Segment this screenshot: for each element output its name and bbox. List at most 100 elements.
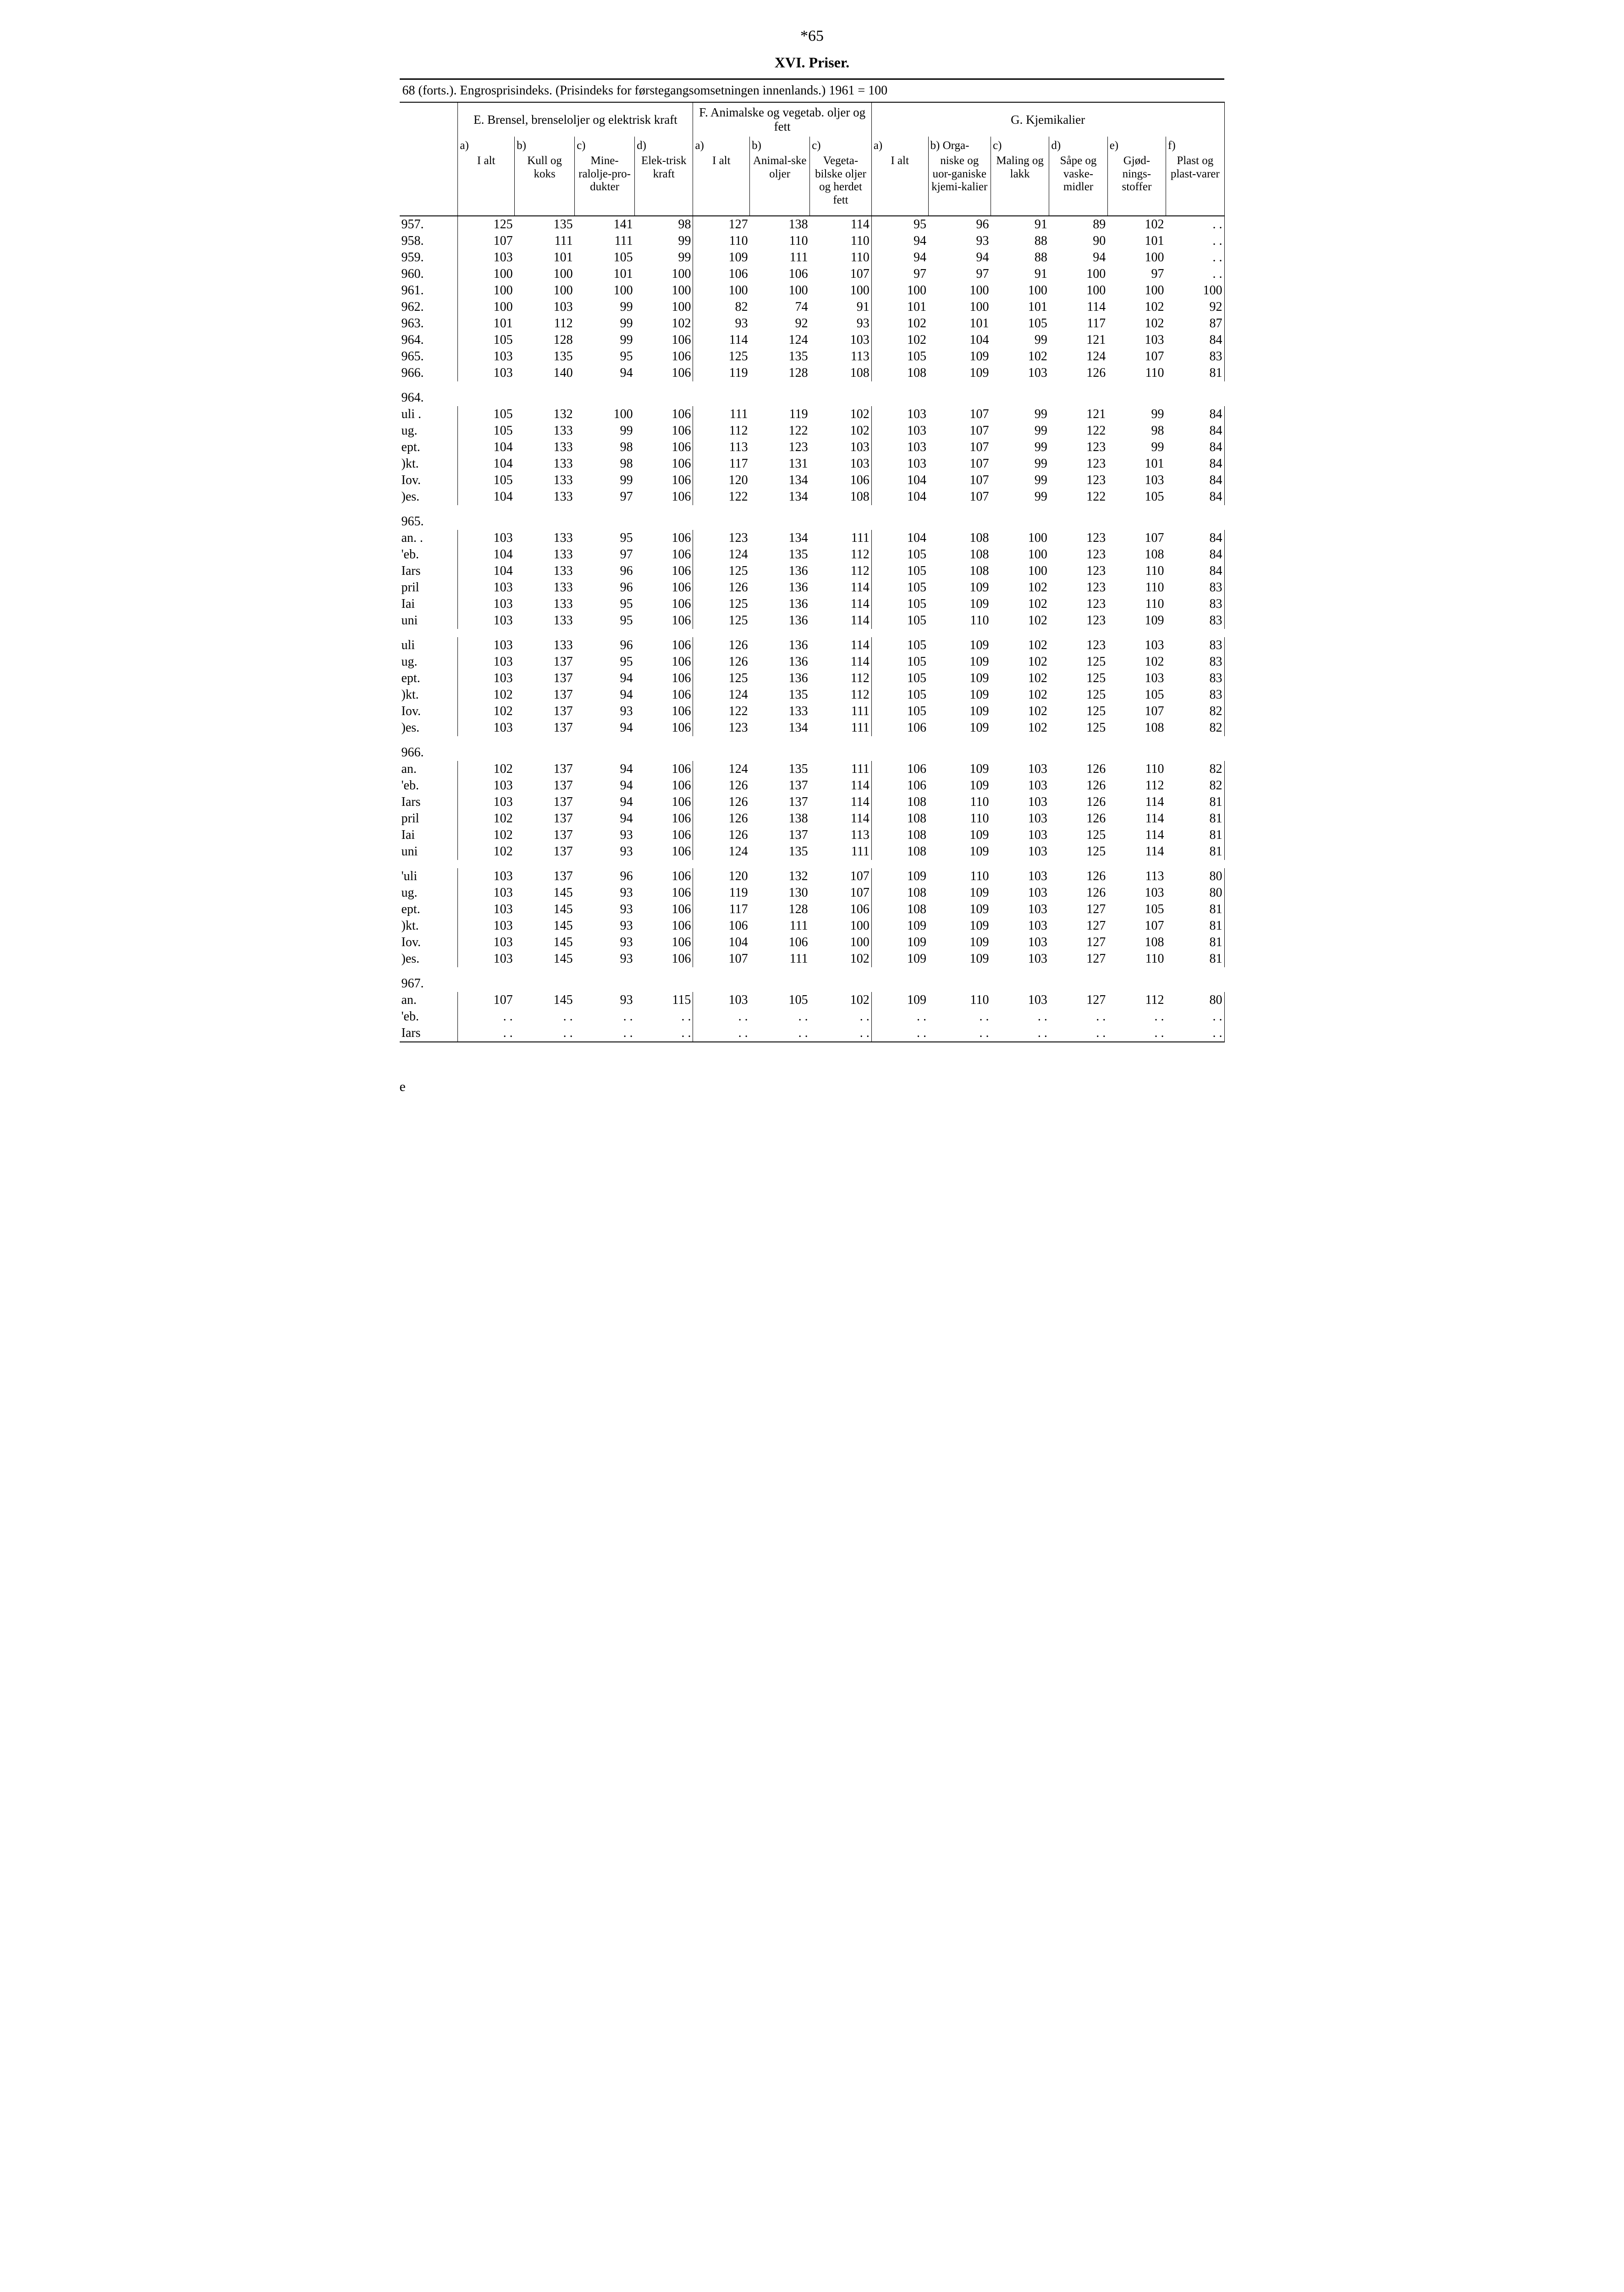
data-cell: 84 [1166,472,1224,489]
data-cell: 103 [458,348,515,365]
data-cell: 106 [635,365,693,381]
data-cell: 111 [810,720,872,736]
data-cell: 114 [810,596,872,612]
cell-blank [750,967,810,992]
data-cell: 109 [928,951,991,967]
data-cell: 105 [1107,687,1166,703]
data-cell: 103 [991,794,1049,810]
data-cell: 82 [693,299,750,315]
row-label: )kt. [400,456,458,472]
data-cell: 94 [575,794,635,810]
data-cell: 105 [871,637,928,654]
data-cell: 107 [458,992,515,1008]
data-cell: 103 [458,596,515,612]
cell-blank [991,505,1049,530]
data-cell: 114 [1049,299,1107,315]
data-cell: 98 [635,216,693,233]
row-label: 957. [400,216,458,233]
data-cell: . . [810,1025,872,1042]
data-cell: 112 [810,687,872,703]
data-cell: 103 [458,579,515,596]
data-cell: 102 [1107,299,1166,315]
row-label: 'eb. [400,777,458,794]
data-cell: 100 [635,266,693,282]
data-cell: 107 [458,233,515,249]
data-cell: 106 [635,720,693,736]
data-cell: 99 [575,423,635,439]
data-cell: 123 [1049,563,1107,579]
row-label: uli [400,637,458,654]
data-cell: 110 [1107,951,1166,967]
data-cell: 95 [575,530,635,546]
data-cell: 100 [1049,266,1107,282]
data-cell: 95 [575,596,635,612]
data-cell: 100 [810,934,872,951]
data-cell: 109 [871,868,928,885]
column-header-1: b)Kull og koks [515,137,575,216]
data-cell: 100 [1166,282,1224,299]
data-cell: 133 [515,489,575,505]
data-cell: 145 [515,951,575,967]
data-cell: 112 [515,315,575,332]
data-cell: 125 [1049,687,1107,703]
data-cell: 84 [1166,332,1224,348]
row-label: )es. [400,720,458,736]
data-cell: 103 [991,951,1049,967]
data-cell: 125 [1049,654,1107,670]
data-cell: 119 [750,406,810,423]
data-cell: 108 [810,365,872,381]
data-cell: 92 [1166,299,1224,315]
price-index-table: 68 (forts.). Engrosprisindeks. (Prisinde… [400,78,1225,1042]
data-cell: 119 [693,885,750,901]
data-cell: 137 [515,654,575,670]
data-cell: 133 [515,579,575,596]
data-cell: 113 [810,827,872,843]
data-cell: 109 [871,992,928,1008]
data-cell: . . [635,1008,693,1025]
row-label: an. . [400,530,458,546]
data-cell: 104 [871,489,928,505]
data-cell: 102 [458,827,515,843]
data-cell: 103 [1107,670,1166,687]
data-cell: . . [693,1008,750,1025]
data-cell: 97 [575,489,635,505]
cell-blank [1049,736,1107,761]
data-cell: 111 [750,249,810,266]
data-cell: 84 [1166,456,1224,472]
row-label: 961. [400,282,458,299]
data-cell: 102 [991,654,1049,670]
spacer [400,629,1225,637]
row-label: )kt. [400,687,458,703]
data-cell: 93 [575,992,635,1008]
data-cell: 100 [458,282,515,299]
data-cell: 127 [1049,918,1107,934]
data-cell: . . [750,1008,810,1025]
data-cell: 124 [1049,348,1107,365]
data-cell: 93 [575,901,635,918]
data-cell: 105 [871,703,928,720]
cell-blank [991,736,1049,761]
data-cell: 102 [458,761,515,777]
data-cell: 145 [515,918,575,934]
data-cell: 93 [575,827,635,843]
data-cell: 111 [810,761,872,777]
data-cell: 94 [575,720,635,736]
data-cell: 88 [991,233,1049,249]
data-cell: 94 [575,777,635,794]
cell-blank [635,505,693,530]
data-cell: 137 [750,794,810,810]
data-cell: 104 [871,472,928,489]
data-cell: 102 [1107,216,1166,233]
data-cell: 126 [693,827,750,843]
column-header-12: f)Plast og plast-varer [1166,137,1224,216]
row-label: uni [400,843,458,860]
data-cell: 102 [991,720,1049,736]
column-header-9: c)Maling og lakk [991,137,1049,216]
data-cell: 103 [458,670,515,687]
data-cell: 105 [871,563,928,579]
data-cell: 83 [1166,348,1224,365]
data-cell: 99 [991,456,1049,472]
data-cell: 100 [750,282,810,299]
data-cell: 99 [575,299,635,315]
data-cell: 114 [810,794,872,810]
